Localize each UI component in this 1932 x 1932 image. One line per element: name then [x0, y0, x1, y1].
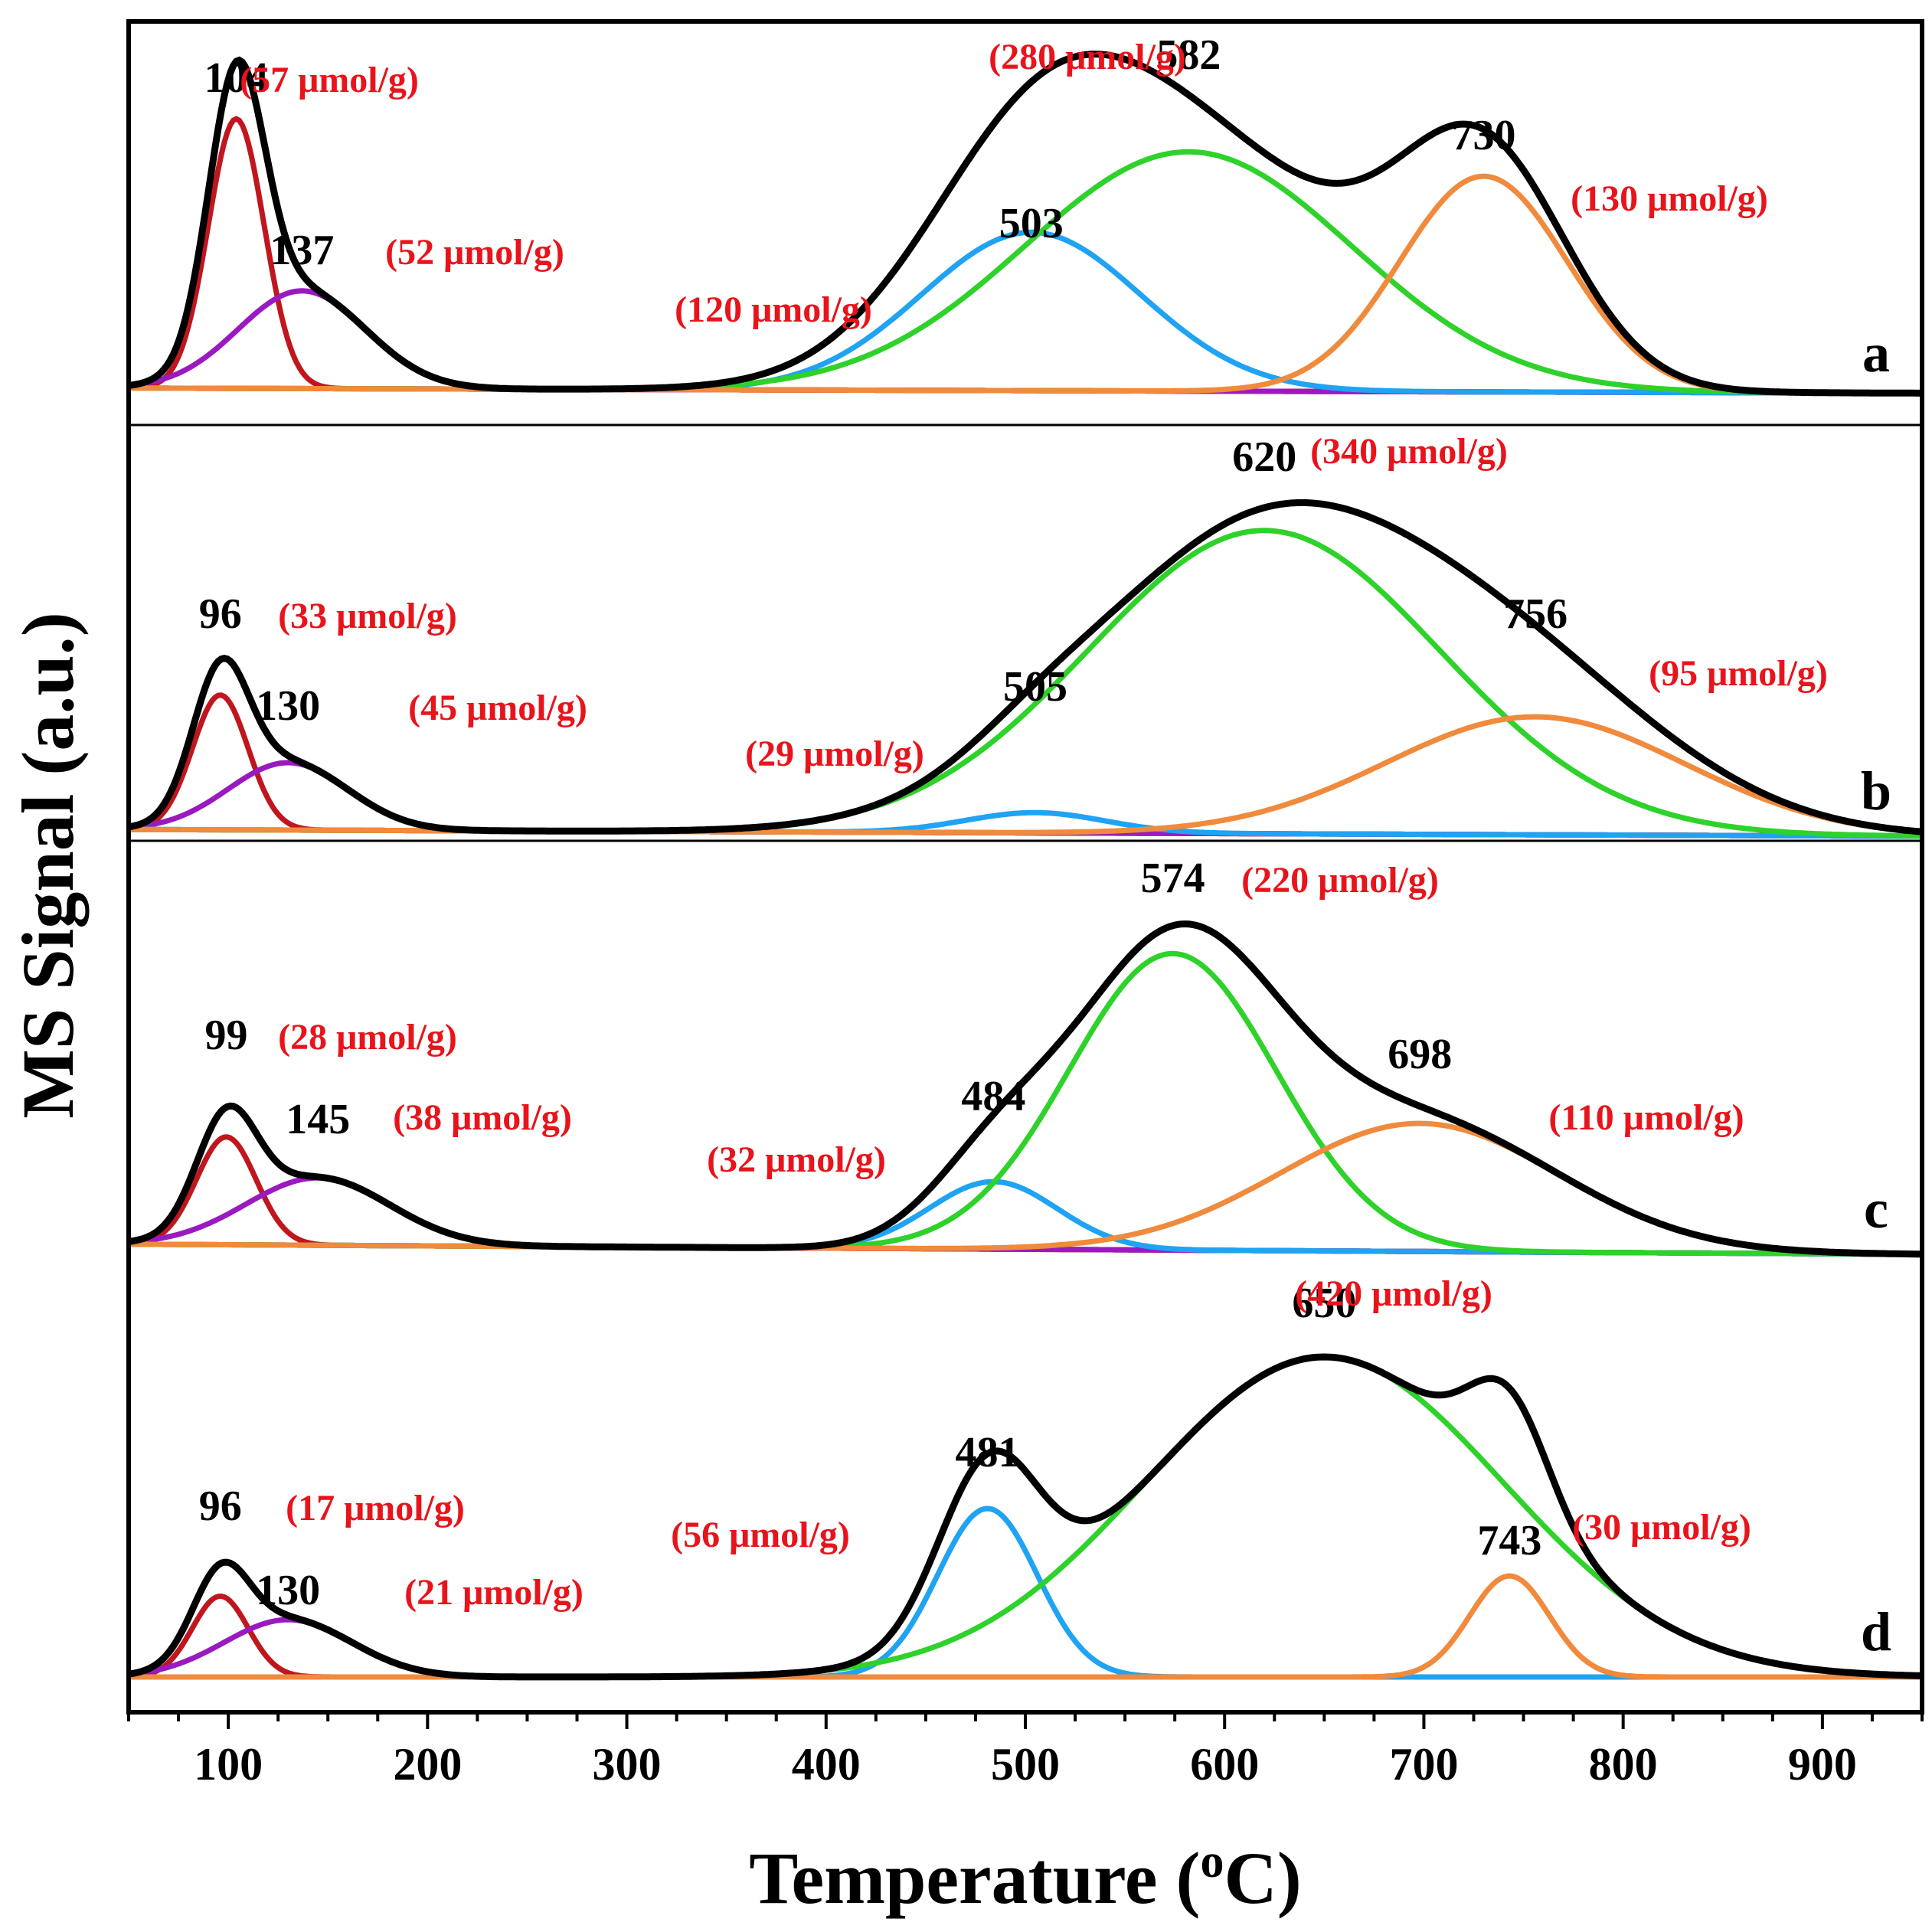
panel-a-peak-503-temp-label: 503: [999, 200, 1064, 247]
panel-a-total-curve: [128, 51, 1922, 397]
panel-d-letter: d: [1861, 1601, 1891, 1662]
x-tick-label-300: 300: [593, 1739, 662, 1790]
x-tick-label-600: 600: [1190, 1739, 1259, 1790]
panel-c-peak-698-amount-label: (110 μmol/g): [1548, 1097, 1744, 1138]
x-tick-label-900: 900: [1788, 1739, 1857, 1790]
panel-c-peak-484-amount-label: (32 μmol/g): [707, 1139, 886, 1180]
panel-c-peak-99-temp-label: 99: [205, 1012, 248, 1059]
x-tick-label-800: 800: [1589, 1739, 1658, 1790]
panel-b-peak-620-amount-label: (340 μmol/g): [1310, 431, 1508, 472]
panel-d-peak-743-curve: [129, 1573, 1922, 1680]
panel-c-peak-574-temp-label: 574: [1141, 855, 1205, 902]
panel-a-letter: a: [1862, 322, 1890, 384]
x-axis-title-end: C): [1224, 1837, 1301, 1919]
panel-a-peak-730-amount-label: (130 μmol/g): [1571, 178, 1768, 219]
panel-a-peak-137-amount-label: (52 μmol/g): [385, 232, 564, 273]
panel-c-peak-574-amount-label: (220 μmol/g): [1241, 860, 1439, 901]
panel-d-peak-650-temp-label: 650: [1292, 1280, 1356, 1327]
panel-c-peak-145-temp-label: 145: [286, 1096, 350, 1143]
panel-b-peak-756-amount-label: (95 μmol/g): [1649, 653, 1828, 694]
x-tick-label-200: 200: [393, 1739, 462, 1790]
x-axis-title-superscript: o: [1200, 1836, 1224, 1888]
panel-a-peak-582-temp-label: 582: [1156, 31, 1221, 79]
panel-a-peak-730-curve: [129, 173, 1922, 396]
panel-c-peak-145-amount-label: (38 μmol/g): [393, 1097, 572, 1138]
panel-a-peak-582-amount-label: (280 μmol/g): [989, 37, 1186, 77]
panel-a-peak-104-temp-label: 104: [204, 54, 269, 102]
panel-b-peak-505-amount-label: (29 μmol/g): [745, 734, 924, 774]
x-axis-title-main: Temperature (: [749, 1837, 1200, 1919]
panel-a-peak-137-temp-label: 137: [270, 227, 334, 274]
panel-c-letter: c: [1864, 1178, 1888, 1240]
panel-b-peak-505-temp-label: 505: [1003, 663, 1067, 711]
panel-a: 104(57 μmol/g) 137 (52 μmol/g) 503 (120 μmol…: [128, 31, 1923, 397]
x-tick-label-100: 100: [194, 1739, 263, 1790]
panel-d-peak-743-amount-label: (30 μmol/g): [1572, 1507, 1751, 1548]
panel-b-total-curve: [128, 499, 1923, 835]
panel-b-peak-756-temp-label: 756: [1503, 590, 1568, 638]
x-tick-label-400: 400: [792, 1739, 861, 1790]
panel-d-peak-743-temp-label: 743: [1477, 1517, 1541, 1564]
x-tick-label-500: 500: [991, 1739, 1060, 1790]
panel-d: 96 (17 μmol/g) 130 (21 μmol/g) 481 (56 μmol/g…: [128, 1273, 1923, 1681]
panel-b-peak-756-curve: [129, 714, 1923, 835]
panel-c-total-curve: [128, 920, 1922, 1258]
panel-d-peak-96-amount-label: (17 μmol/g): [286, 1488, 465, 1528]
panel-c-peak-698-temp-label: 698: [1388, 1031, 1452, 1078]
panel-d-total-curve: [128, 1353, 1923, 1681]
panel-d-peak-650-amount-label: (420 μmol/g): [1295, 1273, 1492, 1314]
panel-b-peak-130-amount-label: (45 μmol/g): [408, 688, 587, 728]
panel-b-letter: b: [1861, 760, 1891, 822]
panel-b-peak-96-temp-label: 96: [199, 590, 242, 638]
panel-c-peak-484-temp-label: 484: [961, 1073, 1025, 1120]
panel-a-peak-503-amount-label: (120 μmol/g): [675, 289, 872, 330]
x-axis-title: Temperature (oC): [749, 1836, 1302, 1919]
panel-d-peak-481-temp-label: 481: [956, 1429, 1020, 1476]
panel-d-peak-130-temp-label: 130: [256, 1567, 320, 1614]
x-axis: 100 200 300 400 500 600 700 800 900: [127, 423, 1924, 1790]
x-tick-label-700: 700: [1389, 1739, 1458, 1790]
panel-b-peak-96-amount-label: (33 μmol/g): [278, 596, 457, 636]
y-axis-title: MS Signal (a.u.): [7, 612, 89, 1118]
panel-b-peak-130-temp-label: 130: [256, 682, 320, 730]
panel-a-peak-104-amount-label: (57 μmol/g): [240, 60, 419, 100]
panel-d-peak-481-amount-label: (56 μmol/g): [671, 1515, 850, 1555]
panel-a-peak-730-temp-label: 730: [1452, 112, 1516, 159]
plot-layer: 104(57 μmol/g) 137 (52 μmol/g) 503 (120 μmol…: [128, 31, 1923, 1681]
panel-c: 99 (28 μmol/g) 145 (38 μmol/g) 484 (32 μmol/g…: [128, 855, 1923, 1258]
panel-d-peak-96-temp-label: 96: [199, 1483, 242, 1530]
panel-d-peak-130-amount-label: (21 μmol/g): [404, 1572, 584, 1613]
panel-c-peak-99-amount-label: (28 μmol/g): [278, 1017, 457, 1058]
panel-b-peak-620-temp-label: 620: [1232, 433, 1296, 481]
panel-b: 96 (33 μmol/g) 130 (45 μmol/g) 505 (29 μmol/g…: [128, 431, 1923, 839]
